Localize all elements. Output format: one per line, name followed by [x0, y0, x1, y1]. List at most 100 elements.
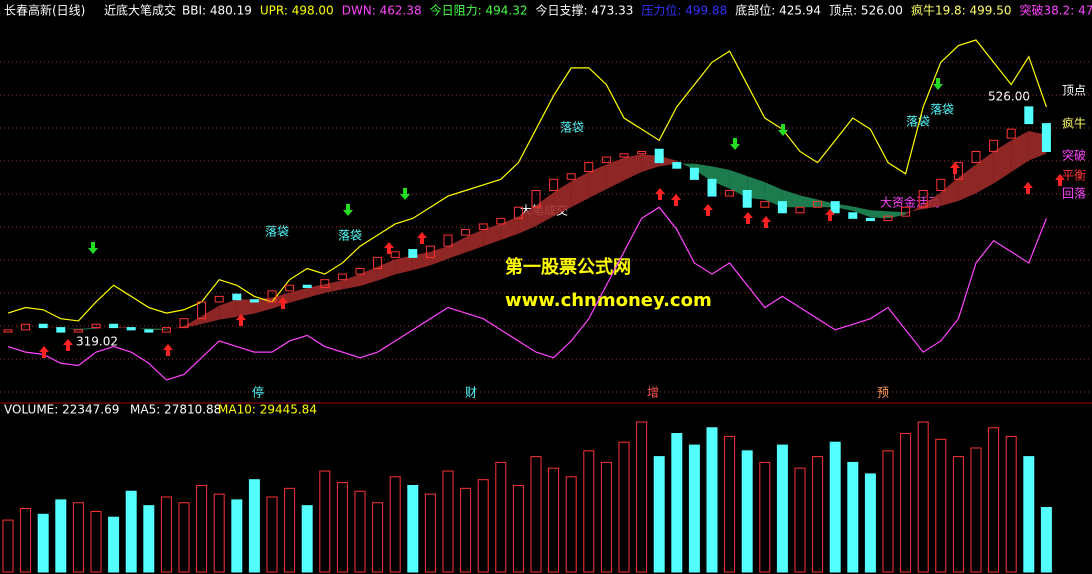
right-label: 顶点: [1062, 84, 1086, 98]
candle-body: [813, 201, 823, 208]
volume-bar: [284, 487, 296, 573]
header-item: 顶点: 526.00: [829, 4, 903, 18]
volume-bar: [336, 482, 348, 573]
volume-bar: [90, 510, 102, 573]
candle-body: [21, 323, 31, 331]
volume-bar: [988, 427, 1000, 573]
candle-body: [267, 290, 277, 303]
right-label: 疯牛: [1062, 116, 1086, 131]
candle-body: [337, 273, 347, 281]
candle-body: [989, 139, 999, 152]
ma-ribbon: [395, 255, 413, 275]
volume-bar: [688, 444, 700, 573]
buy-arrow: [671, 194, 681, 206]
ma-ribbon: [588, 164, 607, 199]
header-item: 今日阻力: 494.32: [430, 3, 528, 18]
ma-ribbon: [870, 210, 888, 219]
volume-bar: [301, 505, 313, 573]
ma-ribbon: [852, 206, 871, 218]
ma-ribbon: [905, 204, 924, 215]
candle-body: [936, 178, 946, 191]
ma-ribbon: [236, 299, 255, 317]
buy-arrow: [761, 216, 771, 228]
candle-body: [918, 189, 928, 208]
ma-ribbon: [676, 160, 695, 171]
candle-body: [443, 234, 453, 247]
ma10-label: MA10: 29445.84: [218, 403, 317, 417]
candle-body: [197, 301, 207, 320]
volume-bar: [389, 476, 401, 573]
site-name: 第一股票公式网: [505, 256, 631, 278]
ma-ribbon: [377, 259, 396, 281]
candle-body: [601, 156, 611, 164]
candle-body: [689, 167, 699, 180]
buy-arrow: [950, 162, 960, 174]
sell-arrow: [933, 78, 943, 90]
volume-bar: [759, 461, 771, 573]
candle-body: [249, 299, 259, 303]
candle-body: [1041, 123, 1051, 152]
candle-body: [285, 284, 295, 292]
buy-arrow: [1023, 182, 1033, 194]
volume-bar: [231, 499, 243, 573]
volume-bar: [460, 487, 472, 573]
candle-body: [865, 217, 875, 222]
volume-bar: [213, 493, 225, 573]
candle-body: [179, 318, 189, 329]
volume-bar: [741, 450, 753, 573]
volume-bar: [319, 470, 331, 573]
candle-body: [883, 215, 893, 222]
header-item: UPR: 498.00: [260, 4, 334, 18]
volume-bar: [248, 479, 260, 573]
volume-bar: [583, 450, 595, 573]
volume-bar: [864, 473, 876, 573]
volume-bar: [1040, 507, 1052, 573]
candle-body: [126, 327, 136, 331]
volume-bar: [178, 502, 190, 573]
ma-ribbon: [764, 182, 783, 208]
buy-arrow: [703, 204, 713, 216]
buy-arrow: [417, 232, 427, 244]
volume-bar: [143, 505, 155, 573]
buy-arrow: [163, 344, 173, 356]
candle-body: [320, 279, 330, 288]
volume-bar: [970, 447, 982, 573]
ma-ribbon: [958, 164, 976, 201]
buy-arrow: [1055, 174, 1065, 186]
volume-bar: [512, 484, 524, 573]
header-item: 压力位: 499.88: [641, 3, 727, 18]
right-label: 平衡: [1062, 169, 1086, 183]
volume-bar: [37, 513, 49, 573]
candle-body: [672, 162, 682, 169]
event-label: 增: [647, 386, 659, 400]
candle-body: [830, 201, 840, 214]
volume-bar: [671, 433, 683, 573]
buy-arrow: [63, 339, 73, 351]
indicator-name: 近底大笔成交: [104, 3, 176, 18]
volume-bar: [900, 433, 912, 573]
volume-bar: [847, 461, 859, 573]
candle-body: [161, 327, 171, 333]
candle-body: [408, 249, 418, 258]
volume-bar: [442, 470, 454, 573]
sell-arrow: [778, 124, 788, 136]
ma-ribbon: [571, 171, 589, 208]
candle-body: [91, 323, 101, 329]
candle-body: [390, 251, 400, 258]
volume-label: VOLUME: 22347.69: [4, 403, 119, 417]
volume-bar: [1023, 456, 1035, 573]
candle-body: [1006, 128, 1016, 139]
candle-body: [637, 150, 647, 155]
candle-body: [742, 189, 752, 208]
luodai-label: 落袋: [930, 103, 954, 117]
candle-body: [901, 206, 911, 217]
candle-body: [1024, 106, 1034, 125]
candle-body: [971, 150, 981, 164]
candle-body: [513, 206, 523, 219]
buy-arrow: [278, 297, 288, 309]
header-item: 今日支撑: 473.33: [536, 3, 634, 18]
ma-ribbon: [360, 266, 378, 286]
candle-body: [73, 329, 83, 333]
buy-arrow: [384, 242, 394, 254]
